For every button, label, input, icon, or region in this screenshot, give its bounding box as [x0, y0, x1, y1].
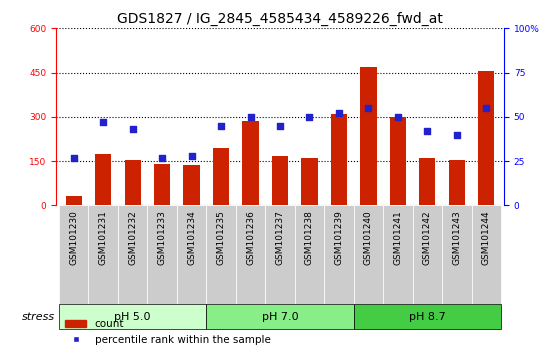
- Bar: [272, 156, 288, 205]
- Text: pH 8.7: pH 8.7: [409, 312, 446, 322]
- Bar: [301, 158, 318, 205]
- Bar: [472, 205, 501, 304]
- Text: GSM101235: GSM101235: [217, 210, 226, 265]
- Point: [217, 123, 226, 129]
- Text: GSM101241: GSM101241: [393, 210, 403, 265]
- Bar: [419, 158, 436, 205]
- Point: [69, 155, 78, 160]
- Bar: [236, 205, 265, 304]
- Bar: [88, 205, 118, 304]
- Point: [276, 123, 284, 129]
- Bar: [413, 205, 442, 304]
- Bar: [206, 304, 354, 329]
- Bar: [66, 196, 82, 205]
- Legend: count, percentile rank within the sample: count, percentile rank within the sample: [61, 315, 274, 349]
- Point: [246, 114, 255, 120]
- Title: GDS1827 / IG_2845_4585434_4589226_fwd_at: GDS1827 / IG_2845_4585434_4589226_fwd_at: [117, 12, 443, 26]
- Point: [157, 155, 166, 160]
- Bar: [324, 205, 354, 304]
- Bar: [295, 205, 324, 304]
- Text: stress: stress: [22, 312, 55, 322]
- Bar: [213, 148, 229, 205]
- Bar: [59, 304, 206, 329]
- Bar: [354, 304, 501, 329]
- Point: [423, 128, 432, 134]
- Text: GSM101239: GSM101239: [334, 210, 343, 265]
- Point: [482, 105, 491, 111]
- Bar: [95, 154, 111, 205]
- Point: [364, 105, 373, 111]
- Point: [187, 153, 196, 159]
- Text: GSM101233: GSM101233: [157, 210, 167, 265]
- Bar: [331, 114, 347, 205]
- Bar: [206, 205, 236, 304]
- Bar: [354, 205, 383, 304]
- Text: GSM101236: GSM101236: [246, 210, 255, 265]
- Text: GSM101237: GSM101237: [276, 210, 284, 265]
- Bar: [242, 121, 259, 205]
- Bar: [118, 205, 147, 304]
- Text: GSM101243: GSM101243: [452, 210, 461, 265]
- Bar: [442, 205, 472, 304]
- Bar: [59, 205, 88, 304]
- Bar: [177, 205, 206, 304]
- Bar: [383, 205, 413, 304]
- Point: [394, 114, 403, 120]
- Text: GSM101234: GSM101234: [187, 210, 196, 265]
- Bar: [360, 67, 376, 205]
- Text: GSM101230: GSM101230: [69, 210, 78, 265]
- Bar: [154, 164, 170, 205]
- Text: GSM101242: GSM101242: [423, 210, 432, 265]
- Point: [128, 126, 137, 132]
- Bar: [478, 71, 494, 205]
- Text: GSM101231: GSM101231: [99, 210, 108, 265]
- Bar: [449, 160, 465, 205]
- Point: [452, 132, 461, 137]
- Bar: [184, 165, 200, 205]
- Text: pH 7.0: pH 7.0: [262, 312, 298, 322]
- Point: [305, 114, 314, 120]
- Bar: [265, 205, 295, 304]
- Point: [334, 110, 343, 116]
- Bar: [124, 160, 141, 205]
- Text: pH 5.0: pH 5.0: [114, 312, 151, 322]
- Text: GSM101232: GSM101232: [128, 210, 137, 265]
- Point: [99, 119, 108, 125]
- Text: GSM101244: GSM101244: [482, 210, 491, 265]
- Bar: [390, 117, 406, 205]
- Text: GSM101240: GSM101240: [364, 210, 373, 265]
- Bar: [147, 205, 177, 304]
- Text: GSM101238: GSM101238: [305, 210, 314, 265]
